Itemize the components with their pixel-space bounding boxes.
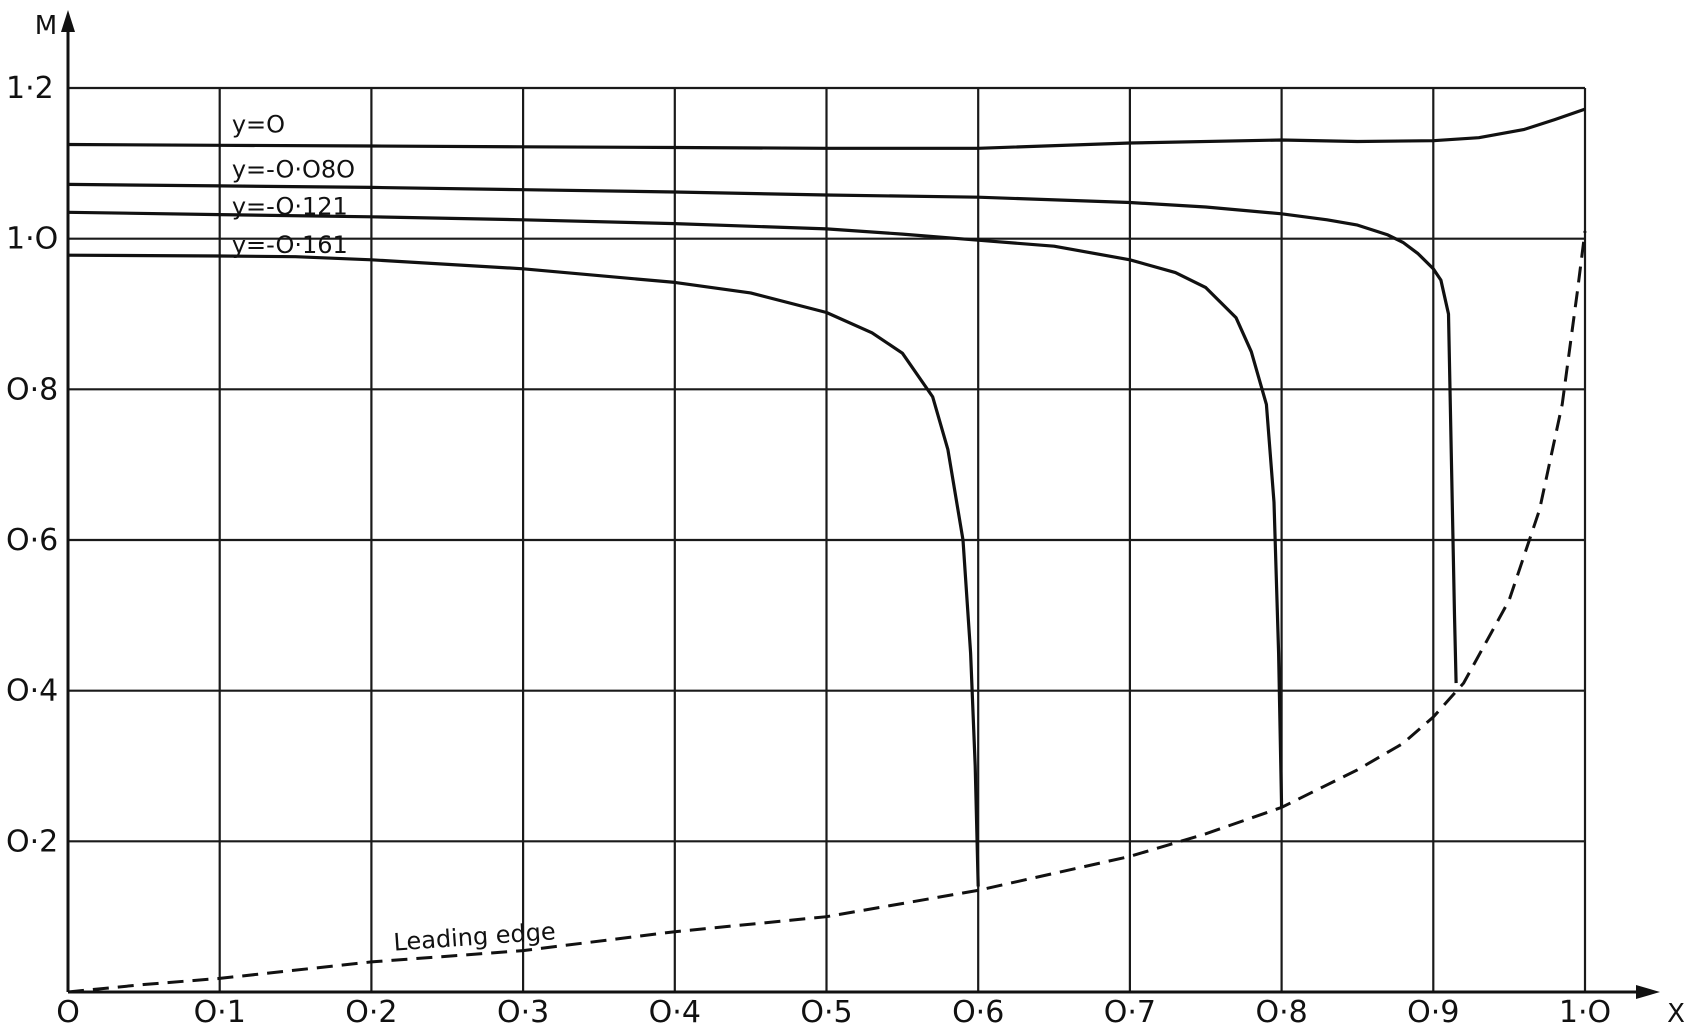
series-line-3 <box>67 253 980 887</box>
axes <box>61 10 1660 999</box>
y-axis-arrow <box>61 10 75 32</box>
x-tick-label: O·4 <box>649 995 701 1026</box>
series-line-0 <box>67 107 1586 150</box>
series-label: y=-O·121 <box>232 193 348 221</box>
x-tick-label: O·8 <box>1255 995 1307 1026</box>
y-tick-label: 1·O <box>6 222 58 257</box>
series-label: y=-O·161 <box>232 231 348 259</box>
series-layer <box>67 107 1587 994</box>
y-axis-label: M <box>35 11 57 41</box>
x-tick-label: O·7 <box>1104 995 1156 1026</box>
x-tick-label: 1·O <box>1559 995 1611 1026</box>
x-tick-label: O <box>56 995 80 1026</box>
x-axis-arrow <box>1636 985 1660 999</box>
leading-edge-curve <box>67 230 1587 994</box>
x-tick-label: O·6 <box>952 995 1004 1026</box>
series-label: y=-O·O8O <box>232 156 355 184</box>
x-tick-label: O·3 <box>497 995 549 1026</box>
x-axis-label: X <box>1667 999 1685 1026</box>
y-tick-label: O·4 <box>6 674 58 709</box>
x-tick-label: O·2 <box>345 995 397 1026</box>
x-tick-label: O·5 <box>800 995 852 1026</box>
x-tick-label: O·1 <box>194 995 246 1026</box>
x-tick-label: O·9 <box>1407 995 1459 1026</box>
series-label: y=O <box>232 110 285 138</box>
series-line-1 <box>67 182 1458 684</box>
series-line-2 <box>67 210 1284 808</box>
y-tick-label: O·2 <box>6 824 58 859</box>
labels: M X O O·1 O·2 O·3 O·4 O·5 O·6 O·7 O·8 O·9 1·O O·2 O·4 O… <box>6 11 1685 1026</box>
y-tick-label: O·6 <box>6 523 58 558</box>
y-tick-label: O·8 <box>6 372 58 407</box>
y-tick-label: 1·2 <box>6 71 54 106</box>
